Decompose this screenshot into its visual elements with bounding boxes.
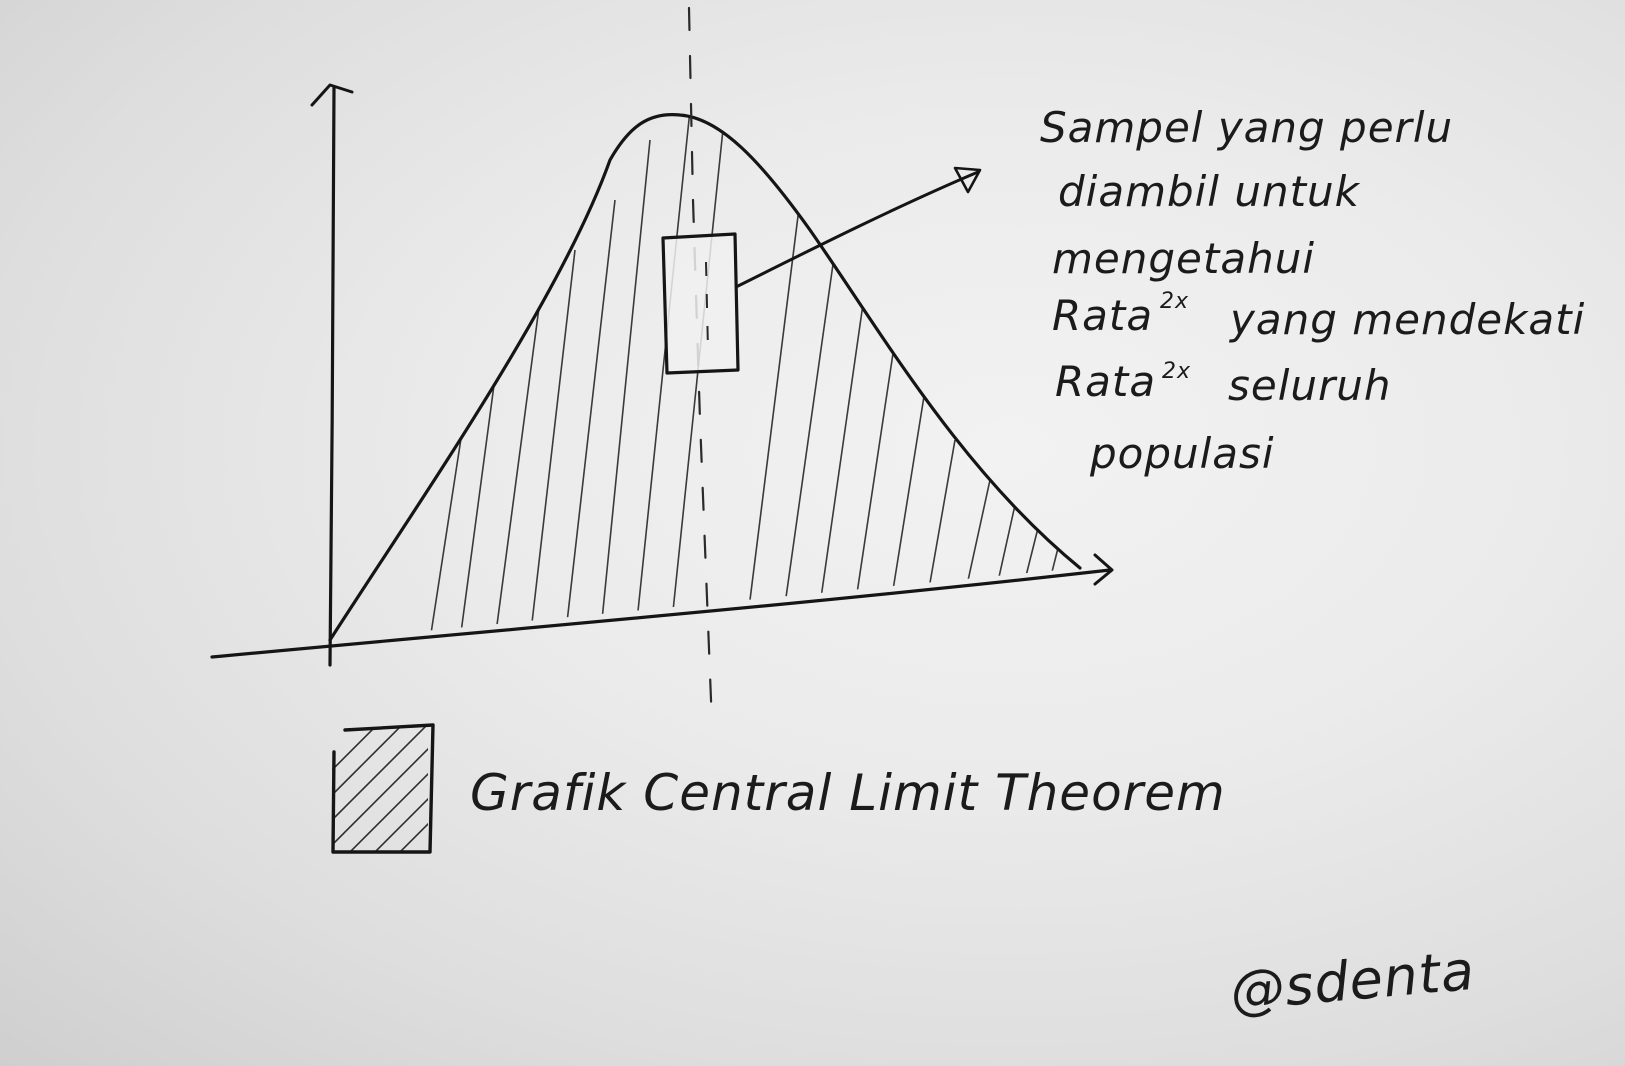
annotation-line-4-superscript: 2x (1160, 289, 1189, 314)
annotation-line-1: Sampel yang perlu (1040, 103, 1453, 152)
annotation-line-4-word: Rata (1052, 291, 1153, 340)
annotation-line-6: populasi (1089, 429, 1275, 478)
annotation-arrow (736, 170, 980, 288)
annotation-line-3: mengetahui (1052, 234, 1315, 283)
y-axis (328, 86, 336, 667)
mean-dashed-line-in-sample (705, 261, 709, 351)
legend-label: Grafik Central Limit Theorem (470, 764, 1226, 822)
annotation-text: Sampel yang perlu diambil untuk mengetah… (1040, 103, 1585, 478)
author-credit: @sdenta (1228, 939, 1478, 1023)
annotation-line-4-rest: yang mendekati (1228, 295, 1585, 344)
sample-rectangle (661, 232, 740, 375)
annotation-arrowhead (953, 166, 982, 194)
x-axis-arrowhead (1093, 553, 1114, 586)
bell-curve (328, 112, 1082, 642)
legend-swatch (331, 723, 435, 854)
annotation-line-5-rest: seluruh (1228, 361, 1392, 410)
annotation-line-5-word: Rata (1055, 357, 1156, 406)
annotation-line-2: diambil untuk (1058, 167, 1361, 216)
x-axis (210, 568, 1112, 659)
annotation-line-5-superscript: 2x (1162, 359, 1191, 384)
y-axis-arrowhead (310, 83, 354, 107)
